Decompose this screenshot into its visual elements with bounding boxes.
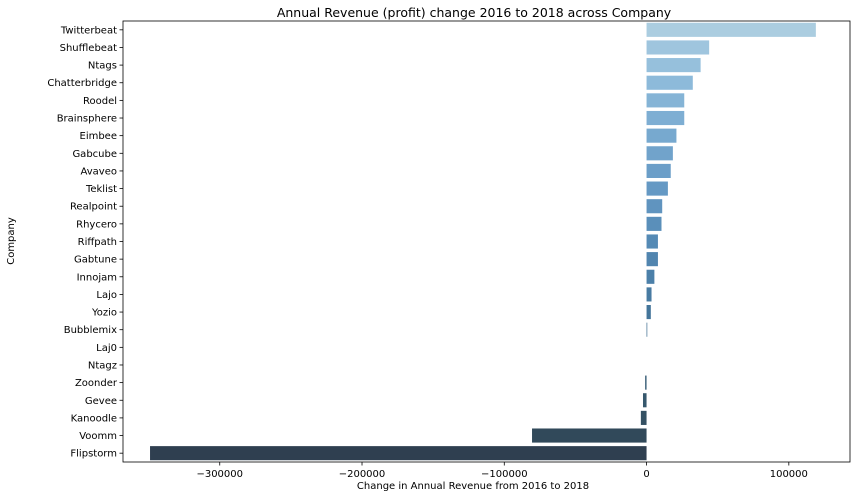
bar-ntags xyxy=(646,58,701,73)
y-tick-label: Twitterbeat xyxy=(60,25,117,36)
bar-eimbee xyxy=(646,128,677,143)
bar-brainsphere xyxy=(646,110,685,126)
bar-gabcube xyxy=(646,146,673,161)
bar-chatterbridge xyxy=(646,75,693,90)
y-tick-label: Gevee xyxy=(85,396,117,407)
x-axis-ticks: −300000 −200000 −100000 0 100000 xyxy=(196,462,808,480)
bar-voomm xyxy=(532,428,647,443)
y-tick-label: Ntags xyxy=(88,61,117,72)
bar-gevee xyxy=(642,393,647,408)
y-tick-label: Avaveo xyxy=(81,166,118,177)
plot-area xyxy=(150,22,816,461)
bar-yozio xyxy=(646,305,651,320)
x-tick-label: −200000 xyxy=(339,469,386,480)
bar-kanoodle xyxy=(640,410,647,425)
y-tick-label: Flipstorm xyxy=(70,449,117,460)
x-axis-label: Change in Annual Revenue from 2016 to 20… xyxy=(357,481,589,492)
y-tick-label: Roodel xyxy=(83,96,117,107)
bar-gabtune xyxy=(646,252,658,267)
bar-flipstorm xyxy=(150,446,647,461)
x-tick-label: 0 xyxy=(643,469,649,480)
y-tick-label: Realpoint xyxy=(70,202,117,213)
y-tick-label: Innojam xyxy=(77,272,117,283)
bar-innojam xyxy=(646,269,655,284)
bar-twitterbeat xyxy=(646,22,816,37)
bar-avaveo xyxy=(646,163,671,178)
y-tick-label: Bubblemix xyxy=(64,325,117,336)
bar-riffpath xyxy=(646,234,658,249)
y-tick-label: Riffpath xyxy=(78,237,117,248)
chart-title: Annual Revenue (profit) change 2016 to 2… xyxy=(277,5,672,20)
y-tick-label: Yozio xyxy=(91,308,117,319)
bar-roodel xyxy=(646,93,685,108)
y-tick-label: Rhycero xyxy=(76,219,117,230)
bar-lajo xyxy=(646,287,652,302)
x-tick-label: 100000 xyxy=(770,469,808,480)
x-tick-label: −300000 xyxy=(196,469,243,480)
bar-teklist xyxy=(646,181,668,196)
y-tick-label: Chatterbridge xyxy=(47,78,117,89)
y-tick-label: Zoonder xyxy=(75,378,118,389)
bar-zoonder xyxy=(645,375,647,390)
y-tick-label: Ntagz xyxy=(88,360,117,371)
y-tick-label: Teklist xyxy=(85,184,117,195)
y-tick-label: Gabcube xyxy=(72,149,117,160)
y-tick-label: Gabtune xyxy=(74,255,117,266)
y-tick-label: Kanoodle xyxy=(71,413,117,424)
bar-shufflebeat xyxy=(646,40,710,55)
y-tick-label: Laj0 xyxy=(96,343,117,354)
plot-frame xyxy=(122,20,851,463)
y-tick-label: Shufflebeat xyxy=(60,43,117,54)
y-tick-label: Voomm xyxy=(79,431,117,442)
y-axis-label: Company xyxy=(6,217,17,265)
bar-rhycero xyxy=(646,216,662,231)
bar-realpoint xyxy=(646,199,663,214)
x-tick-label: −100000 xyxy=(481,469,528,480)
y-axis-ticks: Twitterbeat Shufflebeat Ntags Chatterbridge… xyxy=(47,25,123,460)
y-tick-label: Lajo xyxy=(96,290,117,301)
y-tick-label: Eimbee xyxy=(80,131,118,142)
bar-bubblemix xyxy=(646,322,648,337)
y-tick-label: Brainsphere xyxy=(57,114,117,125)
